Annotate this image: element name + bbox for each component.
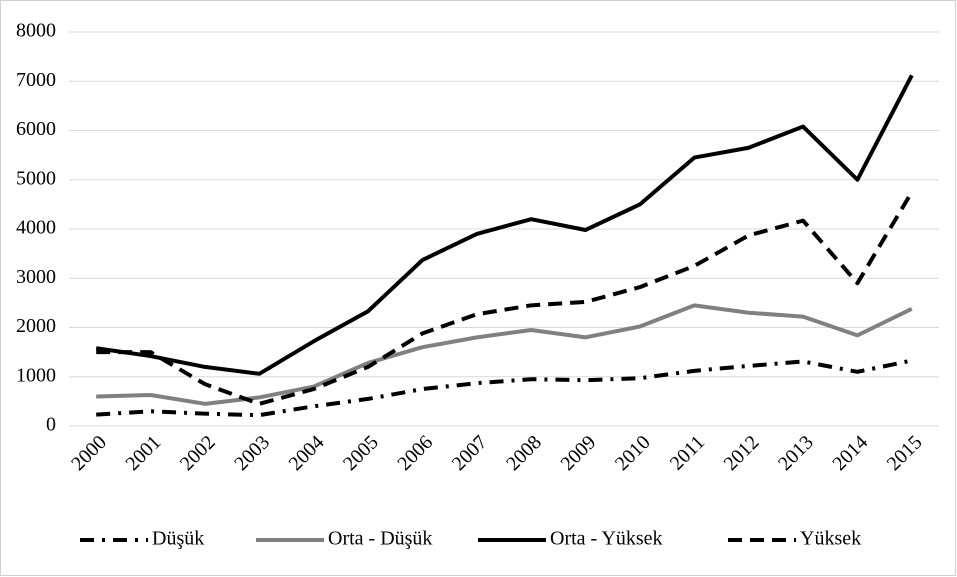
y-tick-label: 6000 xyxy=(16,118,56,140)
legend-label: Orta - Düşük xyxy=(328,528,432,550)
y-tick-label: 4000 xyxy=(16,217,56,239)
y-tick-label: 2000 xyxy=(16,315,56,337)
series-line xyxy=(96,191,914,406)
legend-label: Düşük xyxy=(152,528,204,550)
y-tick-label: 7000 xyxy=(16,69,56,91)
series-line xyxy=(95,74,914,376)
y-tick-label: 0 xyxy=(46,414,56,436)
y-tick-label: 1000 xyxy=(16,364,56,386)
y-tick-label: 5000 xyxy=(16,167,56,189)
legend-label: Orta - Yüksek xyxy=(550,528,663,550)
series-line xyxy=(96,303,913,406)
y-tick-label: 8000 xyxy=(16,20,56,42)
legend-label: Yüksek xyxy=(800,528,861,550)
series-line xyxy=(96,358,913,418)
y-tick-label: 3000 xyxy=(16,266,56,288)
